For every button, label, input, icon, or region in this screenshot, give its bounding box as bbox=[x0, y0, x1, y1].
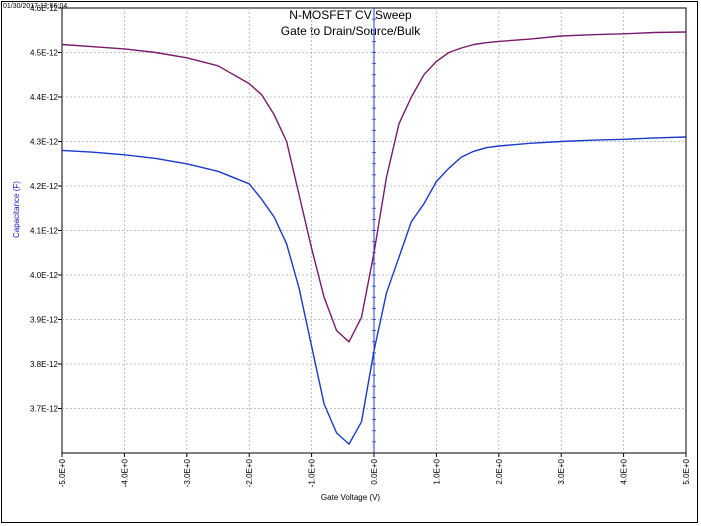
x-tick-label: -5.0E+0 bbox=[58, 458, 67, 487]
y-tick-label: 4.6E-12 bbox=[30, 4, 59, 13]
series-line-1 bbox=[61, 31, 687, 343]
series-line-2 bbox=[61, 136, 687, 445]
y-tick-label: 4.1E-12 bbox=[30, 227, 59, 236]
x-axis-ticks: -5.0E+0 -4.0E+0 -3.0E+0 -2.0E+0 -1.0E+0 0.0E+… bbox=[58, 453, 691, 487]
x-tick-label: -2.0E+0 bbox=[245, 458, 254, 487]
y-tick-label: 4.3E-12 bbox=[30, 138, 59, 147]
x-tick-label: -3.0E+0 bbox=[183, 458, 192, 487]
x-tick-label: 2.0E+0 bbox=[495, 458, 504, 484]
x-axis-label: Gate Voltage (V) bbox=[320, 493, 381, 502]
x-tick-label: 4.0E+0 bbox=[620, 458, 629, 484]
y-tick-label: 4.0E-12 bbox=[30, 271, 59, 280]
y-tick-label: 3.7E-12 bbox=[30, 405, 59, 414]
grid-lines bbox=[61, 7, 687, 454]
y-tick-label: 4.2E-12 bbox=[30, 182, 59, 191]
y-tick-label: 3.8E-12 bbox=[30, 360, 59, 369]
y-tick-label: 3.9E-12 bbox=[30, 316, 59, 325]
y-tick-label: 4.4E-12 bbox=[30, 93, 59, 102]
timestamp: 01/30/2017 12:56:04 bbox=[3, 3, 68, 10]
chart-title: N-MOSFET CV Sweep bbox=[289, 8, 412, 22]
data-series bbox=[61, 31, 687, 445]
x-tick-label: 0.0E+0 bbox=[370, 458, 379, 484]
x-tick-label: -1.0E+0 bbox=[308, 458, 317, 487]
x-tick-label: 5.0E+0 bbox=[682, 458, 691, 484]
y-tick-label: 4.5E-12 bbox=[30, 49, 59, 58]
x-tick-label: 3.0E+0 bbox=[557, 458, 566, 484]
x-tick-label: -4.0E+0 bbox=[120, 458, 129, 487]
y-axis-ticks: 3.7E-12 3.8E-12 3.9E-12 4.0E-12 4.1E-12 4.2E-… bbox=[30, 4, 62, 414]
x-tick-label: 1.0E+0 bbox=[432, 458, 441, 484]
chart-subtitle: Gate to Drain/Source/Bulk bbox=[280, 24, 421, 38]
